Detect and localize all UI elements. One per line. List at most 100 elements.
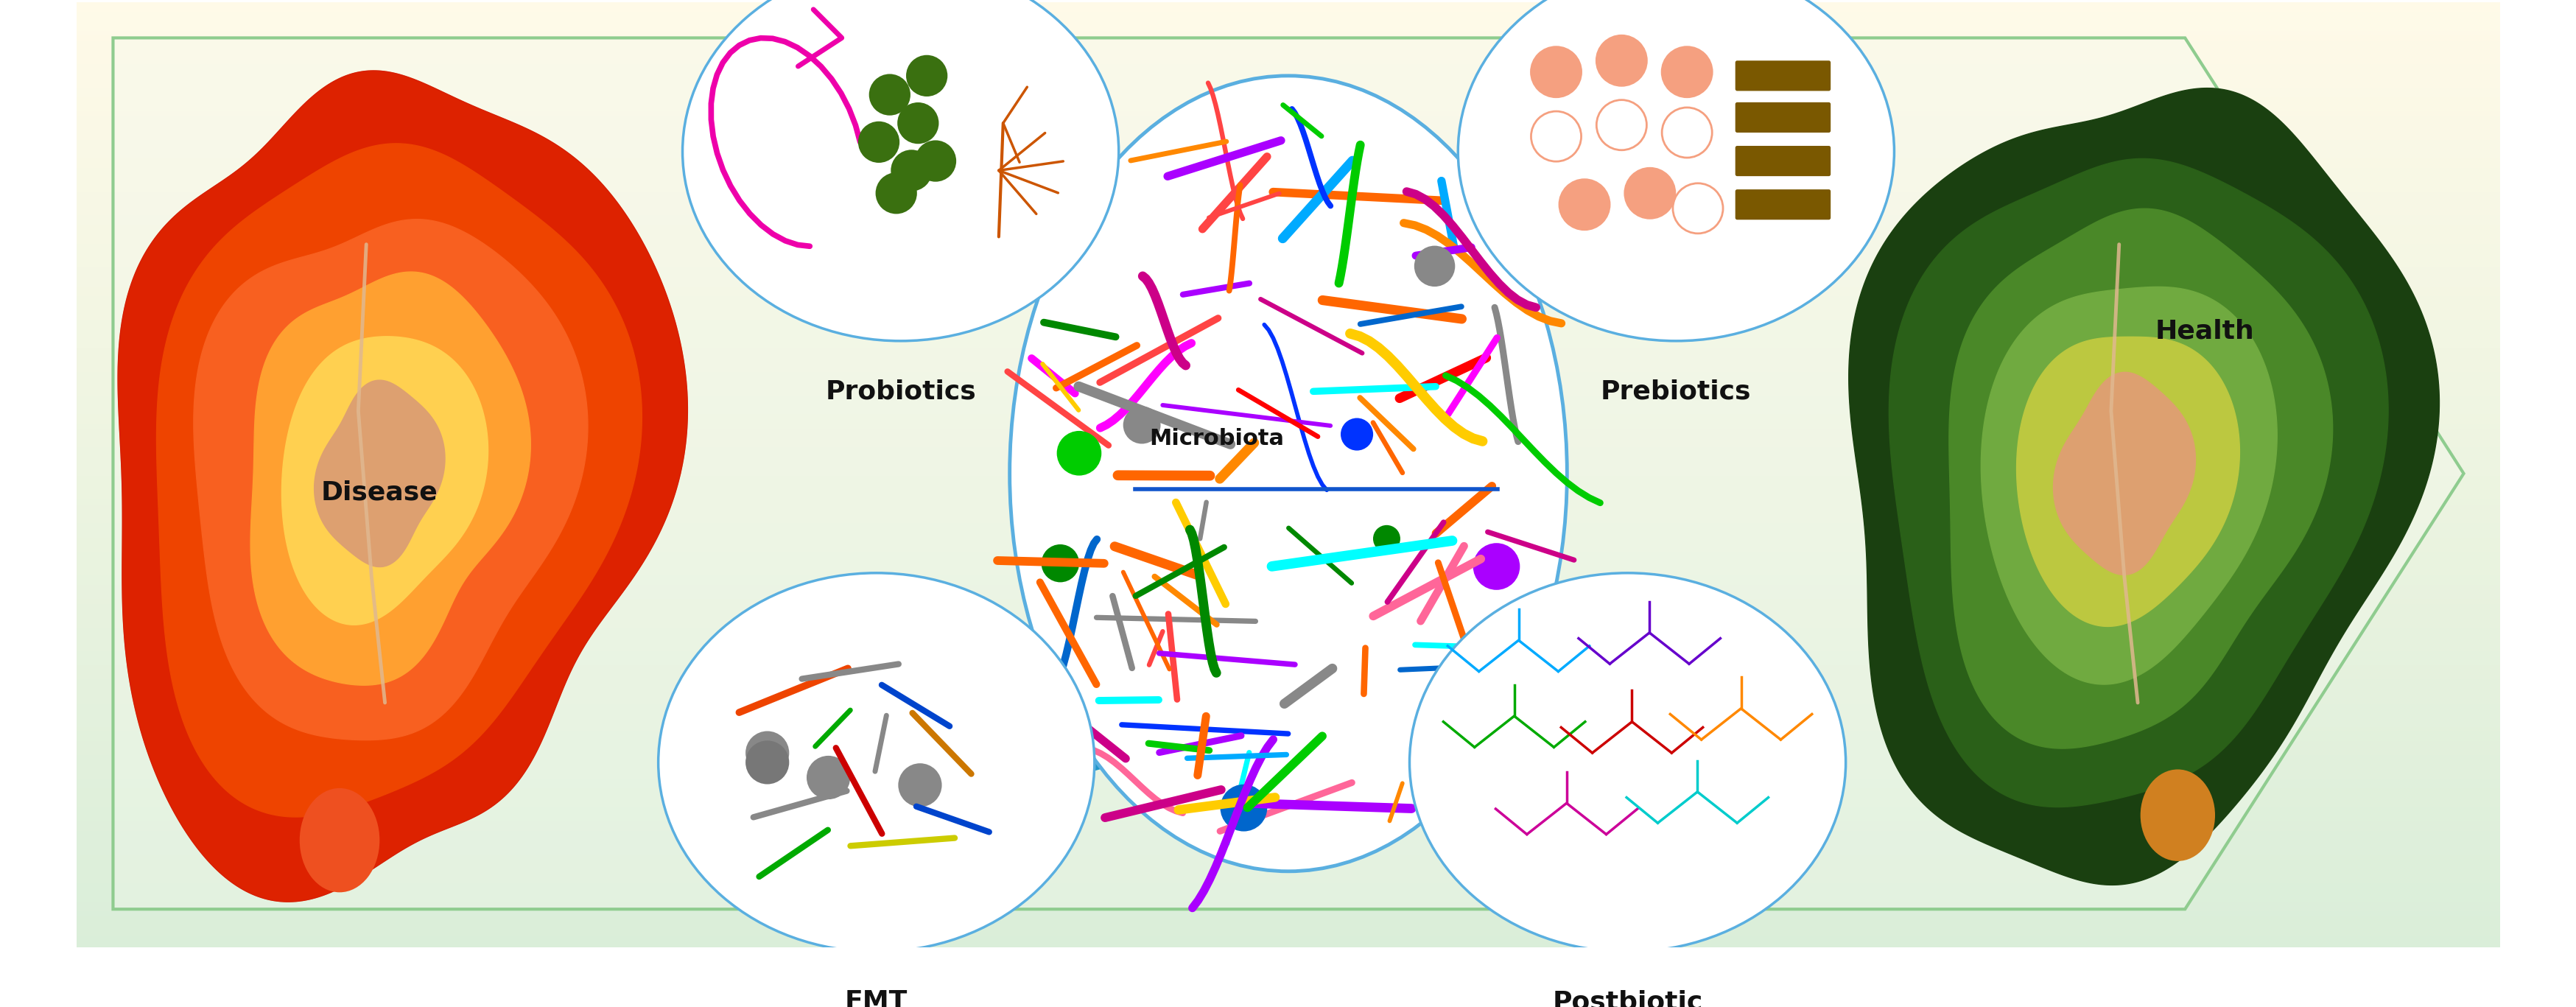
Polygon shape [984, 632, 1190, 772]
Circle shape [744, 731, 788, 774]
Bar [77, 221, 2499, 225]
Bar [77, 249, 2499, 254]
Bar [77, 83, 2499, 88]
Bar [77, 258, 2499, 263]
Bar [77, 367, 2499, 372]
Bar [77, 940, 2499, 945]
Bar [77, 594, 2499, 599]
Bar [77, 566, 2499, 571]
Ellipse shape [1458, 0, 1893, 341]
Circle shape [1221, 784, 1267, 832]
Polygon shape [314, 381, 446, 567]
Polygon shape [1386, 635, 1522, 765]
Bar [77, 35, 2499, 40]
Bar [77, 604, 2499, 608]
Polygon shape [193, 220, 587, 740]
Bar [77, 12, 2499, 16]
Bar [77, 907, 2499, 911]
Bar [77, 925, 2499, 930]
Bar [77, 561, 2499, 566]
Bar [77, 670, 2499, 675]
Bar [77, 45, 2499, 49]
Bar [77, 121, 2499, 126]
Bar [77, 7, 2499, 12]
Bar [77, 282, 2499, 286]
Bar [77, 769, 2499, 774]
Bar [77, 622, 2499, 627]
Text: Disease: Disease [322, 480, 438, 505]
Polygon shape [2017, 337, 2239, 626]
Polygon shape [157, 144, 641, 817]
Bar [77, 112, 2499, 116]
Bar [77, 438, 2499, 443]
Bar [77, 305, 2499, 310]
Bar [77, 196, 2499, 201]
Circle shape [1340, 418, 1373, 450]
Bar [77, 636, 2499, 641]
Bar [77, 897, 2499, 902]
Text: Health: Health [2154, 319, 2254, 344]
Bar [77, 538, 2499, 542]
Bar [77, 235, 2499, 239]
Bar [77, 149, 2499, 154]
Bar [77, 831, 2499, 836]
Bar [77, 783, 2499, 788]
Bar [77, 892, 2499, 897]
Bar [77, 717, 2499, 722]
Bar [77, 97, 2499, 102]
Bar [77, 494, 2499, 499]
Bar [77, 836, 2499, 841]
Bar [77, 699, 2499, 703]
Bar [77, 528, 2499, 533]
Bar [77, 902, 2499, 907]
Bar [77, 338, 2499, 343]
FancyBboxPatch shape [1734, 60, 1829, 91]
Bar [77, 684, 2499, 689]
Bar [77, 26, 2499, 31]
Bar [77, 608, 2499, 613]
Circle shape [1625, 168, 1674, 219]
Bar [77, 557, 2499, 561]
Bar [77, 656, 2499, 661]
Bar [77, 689, 2499, 694]
Bar [77, 822, 2499, 827]
Bar [77, 429, 2499, 433]
Bar [77, 798, 2499, 803]
Bar [77, 343, 2499, 348]
Bar [77, 850, 2499, 855]
Bar [77, 764, 2499, 769]
Polygon shape [281, 336, 487, 625]
Bar [77, 93, 2499, 97]
Circle shape [1123, 407, 1159, 444]
Bar [77, 187, 2499, 191]
Bar [77, 319, 2499, 324]
Bar [77, 79, 2499, 83]
Polygon shape [1888, 159, 2388, 807]
Bar [77, 779, 2499, 783]
Bar [77, 613, 2499, 618]
Bar [77, 652, 2499, 656]
Bar [77, 732, 2499, 736]
Circle shape [806, 755, 850, 800]
Bar [77, 874, 2499, 878]
Text: Probiotics: Probiotics [824, 379, 976, 404]
Bar [77, 480, 2499, 485]
Circle shape [1530, 47, 1582, 97]
Bar [77, 286, 2499, 291]
Bar [77, 363, 2499, 367]
Bar [77, 794, 2499, 798]
Bar [77, 888, 2499, 892]
Bar [77, 391, 2499, 396]
Bar [77, 21, 2499, 26]
Bar [77, 661, 2499, 666]
Bar [77, 485, 2499, 490]
Bar [77, 542, 2499, 547]
Bar [77, 859, 2499, 864]
Circle shape [907, 55, 948, 97]
Bar [77, 63, 2499, 68]
Bar [77, 49, 2499, 54]
Bar [77, 54, 2499, 59]
Bar [77, 575, 2499, 580]
Bar [77, 268, 2499, 272]
Bar [77, 377, 2499, 382]
